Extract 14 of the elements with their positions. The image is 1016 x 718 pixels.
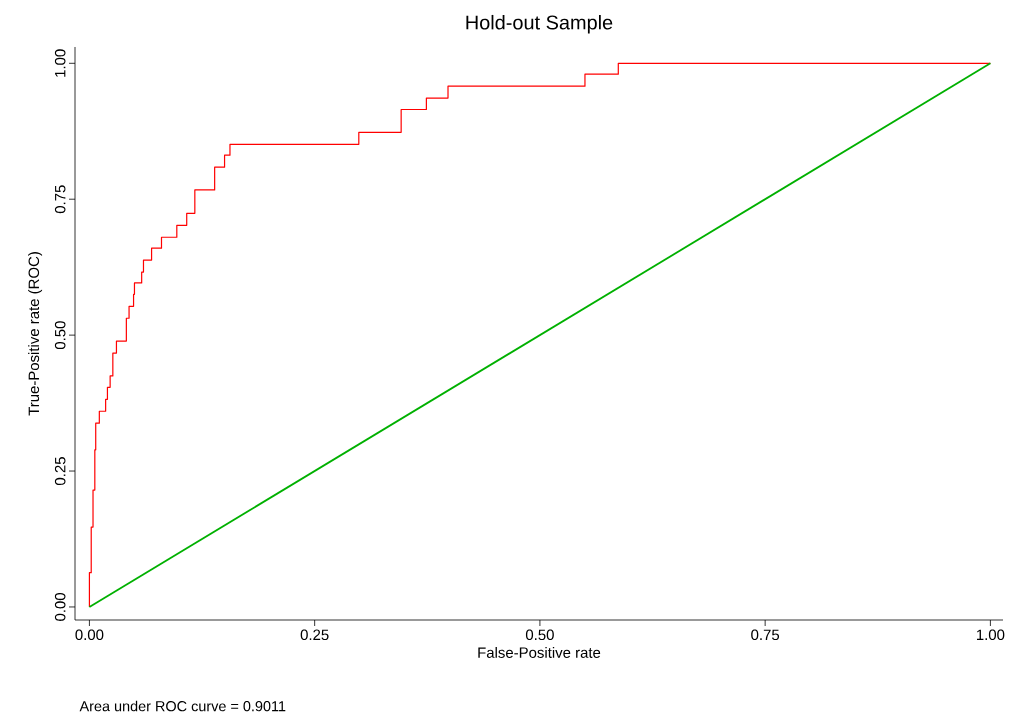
x-tick-label: 0.00 xyxy=(75,629,104,641)
y-tick-label: 0.25 xyxy=(54,457,66,485)
y-axis-title: True-Positive rate (ROC) xyxy=(28,252,43,416)
chart-title: Hold-out Sample xyxy=(466,14,613,34)
y-tick-label: 1.00 xyxy=(54,49,66,77)
y-tick-label: 0.00 xyxy=(54,593,66,621)
text: Area under ROC curve = 0.9011 xyxy=(79,700,286,712)
x-tick-label: 0.25 xyxy=(300,629,329,641)
y-tick-label: 0.50 xyxy=(54,321,66,350)
x-tick-label: 1.00 xyxy=(977,629,1005,641)
x-tick-label: 0.50 xyxy=(525,629,554,641)
y-tick-label: 0.75 xyxy=(54,185,66,214)
x-axis-title: False-Positive rate xyxy=(478,646,601,658)
x-tick-label: 0.75 xyxy=(751,629,780,641)
